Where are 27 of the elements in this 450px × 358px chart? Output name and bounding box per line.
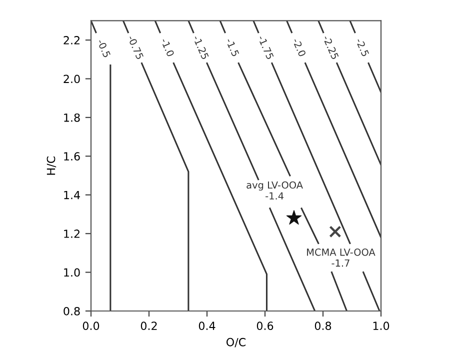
x-tick-label: 0.2	[140, 322, 157, 330]
y-tick-label: 1.2	[64, 230, 80, 238]
y-tick-label: 1.4	[64, 191, 80, 200]
text: -2.25	[322, 34, 339, 60]
text: -2.5	[356, 38, 370, 57]
x-tick-label: 0.6	[256, 322, 274, 330]
x-tick-label: 0.0	[82, 322, 100, 330]
text: -1.5	[226, 38, 240, 57]
annotation: avg LV-OOA -1.4	[246, 181, 303, 200]
y-tick-label: 2.0	[64, 74, 80, 84]
x-tick-label: 1.0	[373, 322, 390, 330]
y-tick-label: 2.2	[64, 36, 80, 44]
y-axis-title: H/C	[46, 156, 56, 175]
text: -0.5	[96, 38, 111, 58]
annotation: MCMA LV-OOA -1.7	[307, 248, 376, 267]
text: -2.0	[292, 38, 306, 58]
x-axis-title: O/C	[226, 338, 246, 348]
y-tick-label: 0.8	[64, 306, 80, 316]
text: -1.75	[258, 34, 274, 60]
y-tick-label: 1.0	[64, 268, 80, 277]
x-tick-label: 0.4	[198, 322, 216, 330]
x-tick-label: 0.8	[314, 322, 332, 330]
text: -1.0	[160, 38, 175, 58]
text: -1.25	[192, 34, 210, 60]
text: -0.75	[127, 34, 144, 60]
y-tick-label: 1.6	[64, 152, 80, 161]
y-tick-label: 1.8	[64, 113, 80, 122]
